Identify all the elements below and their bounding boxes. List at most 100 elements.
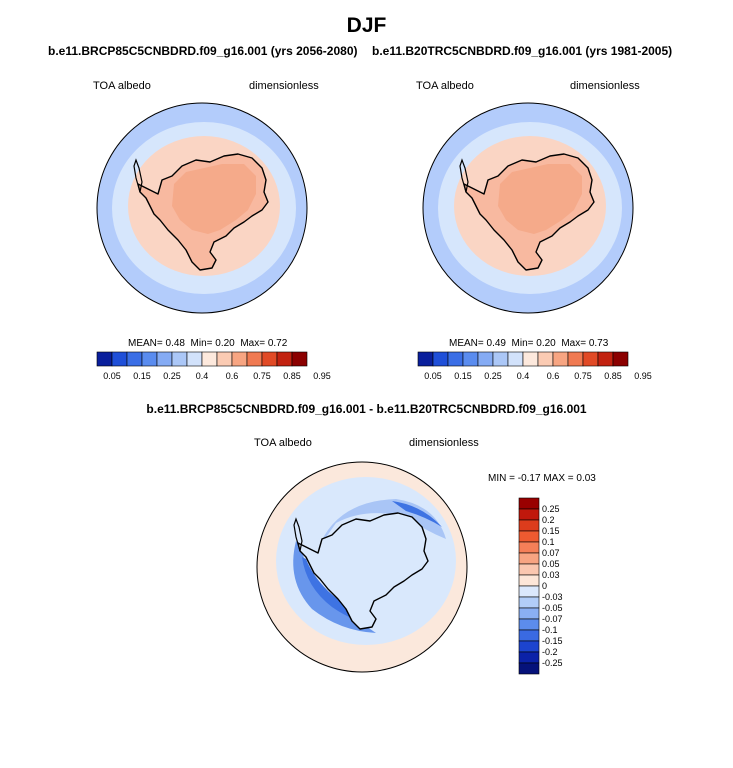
colorbar-swatch: [518, 563, 540, 576]
colorbar-tick-label: 0.15: [542, 526, 560, 536]
panel2-min-value: 0.20: [536, 338, 556, 349]
map-border: [422, 102, 634, 314]
colorbar-swatch: [597, 351, 614, 367]
colorbar-tick-label: -0.05: [542, 603, 563, 613]
panel1-stats: MEAN= 0.48 Min= 0.20 Max= 0.72: [128, 338, 287, 349]
antarctica-land: [298, 513, 428, 629]
colorbar-swatch: [518, 607, 540, 620]
colorbar-tick-label: 0.2: [542, 515, 555, 525]
panel3-min-value: -0.17: [517, 473, 541, 484]
colorbar-swatch: [477, 351, 494, 367]
colorbar-swatch: [518, 596, 540, 609]
panel2-units-label: dimensionless: [570, 80, 640, 92]
colorbar-tick-label: 0.15: [454, 371, 472, 381]
colorbar-swatch: [518, 497, 540, 510]
colorbar-swatch: [201, 351, 218, 367]
panel2-variable-label: TOA albedo: [416, 80, 474, 92]
panel2-mean-value: 0.49: [486, 338, 506, 349]
panel3-max-label: MAX =: [543, 473, 574, 484]
colorbar-swatch: [432, 351, 449, 367]
colorbar-tick-label: 0.4: [196, 371, 209, 381]
panel1-min-value: 0.20: [215, 338, 235, 349]
panel3-max-value: 0.03: [576, 473, 596, 484]
colorbar-swatch: [518, 662, 540, 675]
colorbar-swatch: [141, 351, 158, 367]
panel2-stats: MEAN= 0.49 Min= 0.20 Max= 0.73: [449, 338, 608, 349]
colorbar-swatch: [518, 574, 540, 587]
diff-negative-band-west: [293, 541, 376, 633]
colorbar-tick-label: -0.2: [542, 647, 558, 657]
colorbar-swatch: [186, 351, 203, 367]
colorbar-tick-label: -0.1: [542, 625, 558, 635]
colorbar-tick-label: 0.25: [484, 371, 502, 381]
colorbar-swatch: [518, 508, 540, 521]
panel3-units-label: dimensionless: [409, 437, 479, 449]
colorbar-tick-label: 0.05: [103, 371, 121, 381]
colorbar-swatch: [276, 351, 293, 367]
colorbar-swatch: [518, 552, 540, 565]
peninsula-coastline: [293, 517, 303, 552]
colorbar-tick-label: -0.03: [542, 592, 563, 602]
colorbar-swatch: [417, 351, 434, 367]
panel1-mean-value: 0.48: [165, 338, 185, 349]
antarctica-interior: [498, 164, 582, 234]
panel2-map: [422, 102, 634, 314]
antarctica-coastline: [137, 153, 269, 271]
panel3-variable-label: TOA albedo: [254, 437, 312, 449]
colorbar-swatch: [518, 640, 540, 653]
panel3-map: [256, 461, 468, 673]
colorbar-swatch: [126, 351, 143, 367]
colorbar-tick-label: 0.07: [542, 548, 560, 558]
panel1-variable-label: TOA albedo: [93, 80, 151, 92]
panel3-stats: MIN = -0.17 MAX = 0.03: [488, 473, 596, 484]
colorbar-tick-label: 0.85: [283, 371, 301, 381]
antarctica-interior: [172, 164, 256, 234]
colorbar-swatch: [462, 351, 479, 367]
colorbar-tick-label: 0.05: [542, 559, 560, 569]
colorbar-tick-label: 0.03: [542, 570, 560, 580]
diff-negative-core-west: [302, 557, 374, 625]
colorbar-swatch: [261, 351, 278, 367]
colorbar-tick-label: 0.15: [133, 371, 151, 381]
colorbar-swatch: [518, 585, 540, 598]
colorbar-swatch: [518, 651, 540, 664]
map-layers: [97, 103, 307, 313]
colorbar-swatch: [492, 351, 509, 367]
main-title: DJF: [346, 14, 387, 37]
colorbar-swatch: [156, 351, 173, 367]
colorbar-swatch: [447, 351, 464, 367]
panel1-colorbar: 0.05 0.15 0.25 0.4 0.6 0.75 0.85 0.95: [96, 351, 331, 381]
colorbar-swatch: [522, 351, 539, 367]
map-layers: [423, 103, 633, 313]
diff-negative-core-north: [392, 501, 442, 527]
colorbar-swatch: [582, 351, 599, 367]
colorbar-swatch: [612, 351, 629, 367]
colorbar-tick-label: -0.07: [542, 614, 563, 624]
colorbar-swatch: [216, 351, 233, 367]
colorbar-tick-label: 0.25: [163, 371, 181, 381]
colorbar-swatch: [518, 629, 540, 642]
panel1-min-label: Min=: [190, 338, 213, 349]
colorbar-swatch: [537, 351, 554, 367]
colorbar-tick-label: 0.75: [253, 371, 271, 381]
colorbar-swatch: [518, 541, 540, 554]
colorbar-swatch: [518, 519, 540, 532]
colorbar-swatch: [246, 351, 263, 367]
panel3-title: b.e11.BRCP85C5CNBDRD.f09_g16.001 - b.e11…: [146, 402, 587, 416]
peninsula-coastline: [133, 158, 143, 193]
panel1-max-value: 0.72: [267, 338, 288, 349]
map-layers: [257, 462, 467, 672]
colorbar-tick-label: 0.95: [634, 371, 652, 381]
panel1-title: b.e11.BRCP85C5CNBDRD.f09_g16.001 (yrs 20…: [48, 44, 358, 58]
colorbar-tick-label: 0.05: [424, 371, 442, 381]
antarctica-coastline: [463, 153, 595, 271]
colorbar-swatch: [291, 351, 308, 367]
panel3-colorbar: 0.250.20.150.10.070.050.030-0.03-0.05-0.…: [518, 497, 563, 675]
panel2-max-label: Max=: [561, 338, 587, 349]
colorbar-tick-label: 0.6: [226, 371, 239, 381]
colorbar-tick-label: 0.25: [542, 504, 560, 514]
colorbar-swatch: [518, 618, 540, 631]
panel2-min-label: Min=: [511, 338, 534, 349]
map-border: [96, 102, 308, 314]
colorbar-tick-label: 0.75: [574, 371, 592, 381]
